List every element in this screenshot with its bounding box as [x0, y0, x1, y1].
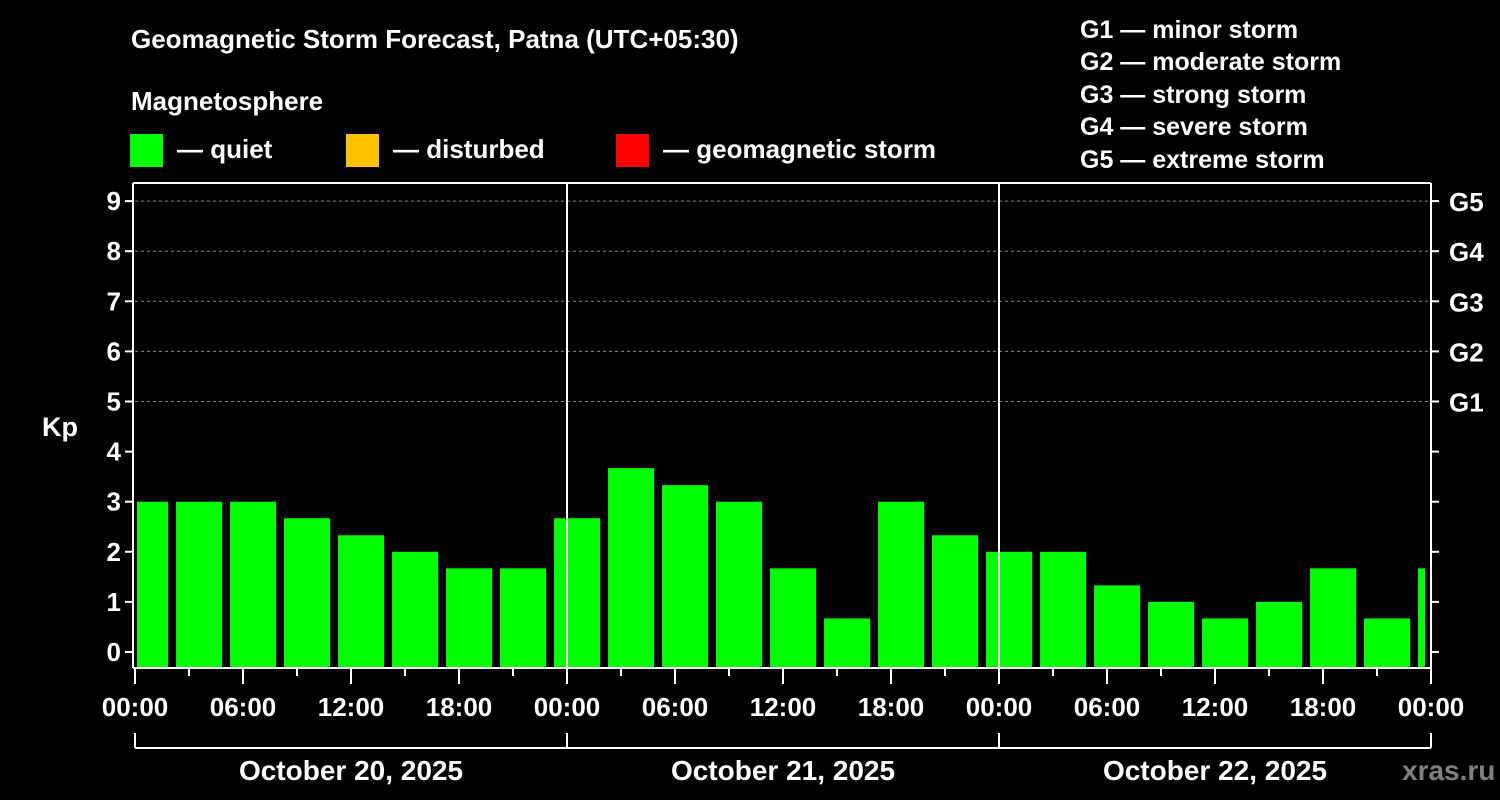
x-tick-label: 06:00 [210, 692, 277, 722]
kp-bar [137, 501, 169, 668]
kp-bar [554, 518, 601, 668]
x-tick-label: 00:00 [534, 692, 601, 722]
kp-bar [446, 568, 493, 668]
kp-bar [1256, 601, 1303, 668]
legend-swatch-quiet [130, 134, 163, 167]
kp-bar [716, 501, 763, 668]
x-tick-label: 06:00 [642, 692, 709, 722]
legend-title: Magnetosphere [131, 86, 324, 116]
kp-bar [1418, 568, 1426, 668]
chart-title: Geomagnetic Storm Forecast, Patna (UTC+0… [131, 24, 739, 54]
date-label: October 20, 2025 [239, 755, 463, 786]
scale-g5: G5 — extreme storm [1080, 145, 1325, 174]
kp-bar [1094, 585, 1141, 668]
y-tick-label: 3 [107, 487, 121, 517]
legend-label-quiet: — quiet [177, 134, 273, 164]
x-tick-label: 00:00 [1398, 692, 1465, 722]
kp-bar [392, 551, 439, 668]
y-tick-label: 2 [107, 537, 121, 567]
g-scale-label: G1 [1449, 388, 1484, 418]
x-tick-label: 12:00 [750, 692, 817, 722]
legend-label-disturbed: — disturbed [393, 134, 545, 164]
kp-bar [824, 618, 871, 668]
date-label: October 22, 2025 [1103, 755, 1327, 786]
scale-g3: G3 — strong storm [1080, 80, 1307, 109]
kp-bar [1364, 618, 1411, 668]
kp-bar [608, 468, 655, 668]
y-tick-label: 5 [107, 387, 121, 417]
kp-bar [1202, 618, 1249, 668]
x-tick-label: 00:00 [102, 692, 169, 722]
date-label: October 21, 2025 [671, 755, 895, 786]
legend-swatch-disturbed [346, 134, 379, 167]
y-tick-label: 4 [107, 437, 122, 467]
x-tick-label: 12:00 [318, 692, 385, 722]
x-tick-label: 06:00 [1074, 692, 1141, 722]
y-axis-label: Kp [42, 412, 78, 442]
kp-bar [1148, 601, 1195, 668]
g-scale-label: G4 [1449, 237, 1484, 267]
x-tick-label: 18:00 [1290, 692, 1357, 722]
g-scale-label: G3 [1449, 287, 1484, 317]
kp-bar [230, 501, 277, 668]
g-scale-label: G2 [1449, 337, 1484, 367]
kp-bar [1310, 568, 1357, 668]
x-tick-label: 18:00 [426, 692, 493, 722]
g-scale-label: G5 [1449, 187, 1484, 217]
x-tick-label: 12:00 [1182, 692, 1249, 722]
scale-legend: G1 — minor storm G2 — moderate storm G3 … [1080, 14, 1341, 176]
kp-bar [986, 551, 1033, 668]
kp-bar [932, 535, 979, 668]
y-tick-label: 0 [107, 637, 121, 667]
x-tick-label: 18:00 [858, 692, 925, 722]
kp-bar [770, 568, 817, 668]
watermark: xras.ru [1402, 755, 1496, 786]
kp-bar [662, 485, 709, 668]
scale-g4: G4 — severe storm [1080, 113, 1308, 142]
kp-bar [284, 518, 331, 668]
y-tick-label: 9 [107, 186, 121, 216]
y-tick-label: 6 [107, 336, 121, 366]
kp-bar [1040, 551, 1087, 668]
legend-swatch-storm [616, 134, 649, 167]
y-tick-label: 1 [107, 587, 121, 617]
y-tick-label: 8 [107, 236, 121, 266]
legend-label-storm: — geomagnetic storm [663, 134, 937, 164]
y-tick-label: 7 [107, 286, 121, 316]
scale-g2: G2 — moderate storm [1080, 48, 1342, 77]
kp-bar [338, 535, 385, 668]
x-tick-label: 00:00 [966, 692, 1033, 722]
kp-bar [500, 568, 547, 668]
scale-g1: G1 — minor storm [1080, 16, 1299, 44]
kp-bar [878, 501, 925, 668]
kp-bar [176, 501, 223, 668]
